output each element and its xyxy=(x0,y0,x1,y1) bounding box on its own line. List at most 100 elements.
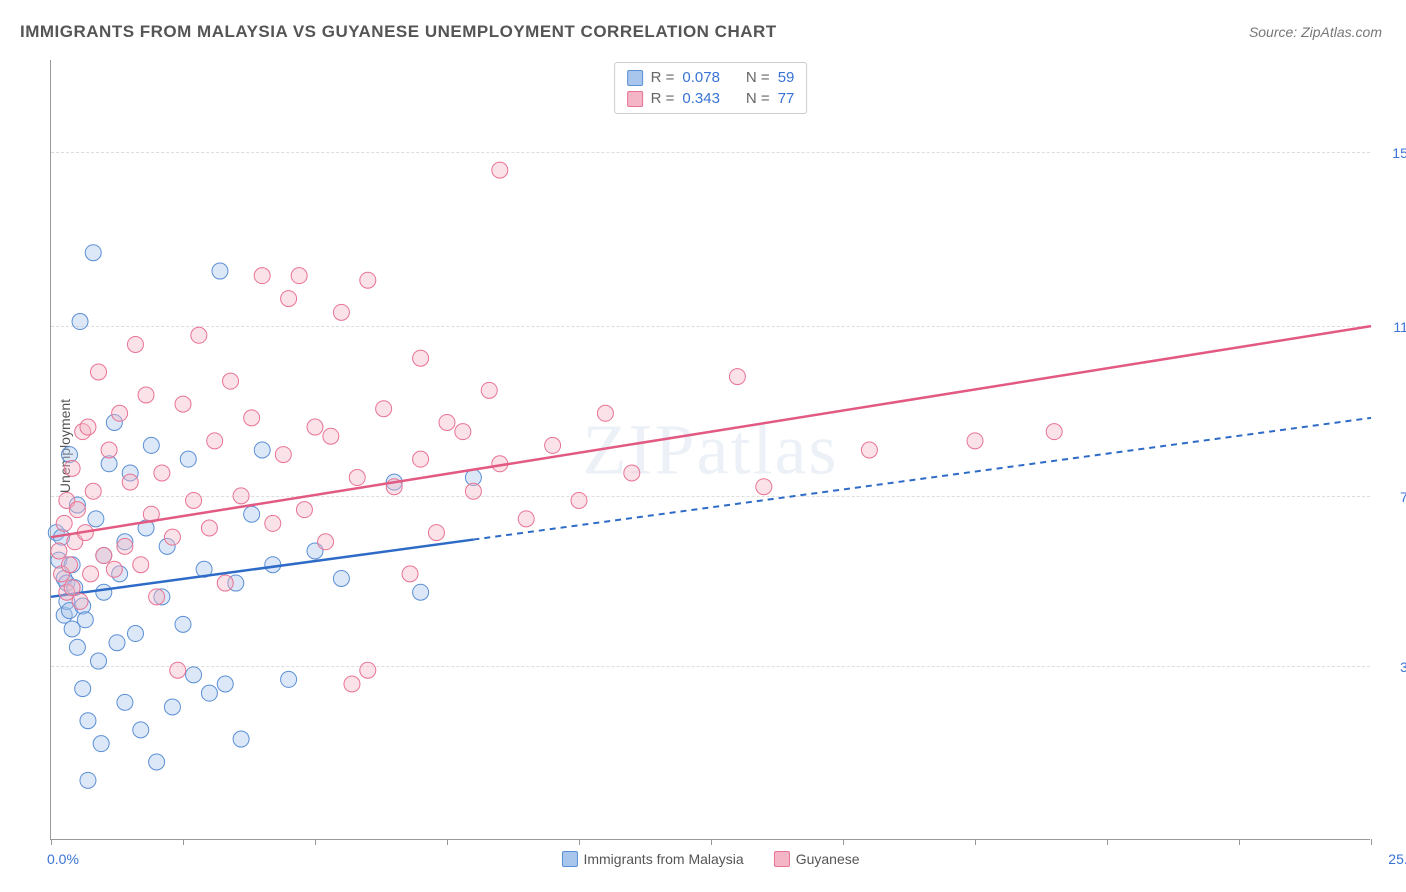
data-point xyxy=(170,662,186,678)
data-point xyxy=(80,772,96,788)
correlation-legend: R =0.078N =59R =0.343N =77 xyxy=(614,62,808,114)
r-value: 0.343 xyxy=(682,90,720,107)
data-point xyxy=(360,662,376,678)
data-point xyxy=(254,442,270,458)
data-point xyxy=(127,336,143,352)
source-label: Source: ZipAtlas.com xyxy=(1249,24,1382,40)
legend-label: Immigrants from Malaysia xyxy=(583,851,743,867)
data-point xyxy=(217,575,233,591)
plot-area: ZIPatlas 3.8%7.5%11.2%15.0% R =0.078N =5… xyxy=(50,60,1370,840)
data-point xyxy=(360,272,376,288)
y-tick-label: 7.5% xyxy=(1400,489,1406,505)
data-point xyxy=(61,447,77,463)
data-point xyxy=(83,566,99,582)
legend-item: Guyanese xyxy=(774,851,860,867)
data-point xyxy=(275,447,291,463)
data-point xyxy=(217,676,233,692)
series-legend: Immigrants from Malaysia Guyanese xyxy=(561,851,859,867)
n-label: N = xyxy=(746,69,770,86)
data-point xyxy=(180,451,196,467)
data-point xyxy=(91,364,107,380)
data-point xyxy=(376,401,392,417)
data-point xyxy=(212,263,228,279)
data-point xyxy=(75,681,91,697)
data-point xyxy=(175,616,191,632)
x-tick xyxy=(1107,839,1108,845)
correlation-legend-row: R =0.078N =59 xyxy=(627,67,795,88)
data-point xyxy=(323,428,339,444)
data-point xyxy=(51,543,67,559)
data-point xyxy=(265,515,281,531)
data-point xyxy=(344,676,360,692)
data-point xyxy=(518,511,534,527)
data-point xyxy=(223,373,239,389)
data-point xyxy=(545,437,561,453)
data-point xyxy=(186,492,202,508)
data-point xyxy=(428,525,444,541)
data-point xyxy=(465,483,481,499)
data-point xyxy=(291,268,307,284)
y-tick-label: 15.0% xyxy=(1392,145,1406,161)
data-point xyxy=(281,671,297,687)
legend-swatch-icon xyxy=(774,851,790,867)
data-point xyxy=(201,520,217,536)
legend-swatch-icon xyxy=(627,91,643,107)
data-point xyxy=(88,511,104,527)
data-point xyxy=(254,268,270,284)
legend-label: Guyanese xyxy=(796,851,860,867)
data-point xyxy=(109,635,125,651)
data-point xyxy=(296,502,312,518)
data-point xyxy=(571,492,587,508)
chart-title: IMMIGRANTS FROM MALAYSIA VS GUYANESE UNE… xyxy=(20,22,777,42)
data-point xyxy=(281,291,297,307)
data-point xyxy=(318,534,334,550)
correlation-legend-row: R =0.343N =77 xyxy=(627,88,795,109)
trend-line xyxy=(51,326,1371,537)
y-tick-label: 3.8% xyxy=(1400,659,1406,675)
data-point xyxy=(96,584,112,600)
data-point xyxy=(149,589,165,605)
data-point xyxy=(244,410,260,426)
data-point xyxy=(112,405,128,421)
x-tick xyxy=(579,839,580,845)
data-point xyxy=(207,433,223,449)
r-label: R = xyxy=(651,69,675,86)
data-point xyxy=(85,245,101,261)
data-point xyxy=(729,369,745,385)
data-point xyxy=(1046,424,1062,440)
data-point xyxy=(233,731,249,747)
data-point xyxy=(72,314,88,330)
x-tick xyxy=(183,839,184,845)
data-point xyxy=(413,584,429,600)
data-point xyxy=(127,626,143,642)
x-tick xyxy=(1371,839,1372,845)
data-point xyxy=(72,593,88,609)
data-point xyxy=(69,502,85,518)
data-point xyxy=(117,538,133,554)
chart-container: IMMIGRANTS FROM MALAYSIA VS GUYANESE UNE… xyxy=(0,0,1406,892)
x-tick xyxy=(843,839,844,845)
data-point xyxy=(413,350,429,366)
data-point xyxy=(624,465,640,481)
data-point xyxy=(265,557,281,573)
r-label: R = xyxy=(651,90,675,107)
data-point xyxy=(80,419,96,435)
data-point xyxy=(69,639,85,655)
legend-swatch-icon xyxy=(561,851,577,867)
x-tick xyxy=(51,839,52,845)
data-point xyxy=(143,437,159,453)
data-point xyxy=(481,382,497,398)
trend-line-dashed xyxy=(473,418,1371,540)
data-point xyxy=(133,557,149,573)
data-point xyxy=(96,548,112,564)
x-tick xyxy=(975,839,976,845)
data-point xyxy=(967,433,983,449)
data-point xyxy=(64,460,80,476)
x-tick xyxy=(711,839,712,845)
x-max-label: 25.0% xyxy=(1388,851,1406,867)
data-point xyxy=(133,722,149,738)
data-point xyxy=(233,488,249,504)
data-point xyxy=(756,479,772,495)
data-point xyxy=(175,396,191,412)
data-point xyxy=(402,566,418,582)
